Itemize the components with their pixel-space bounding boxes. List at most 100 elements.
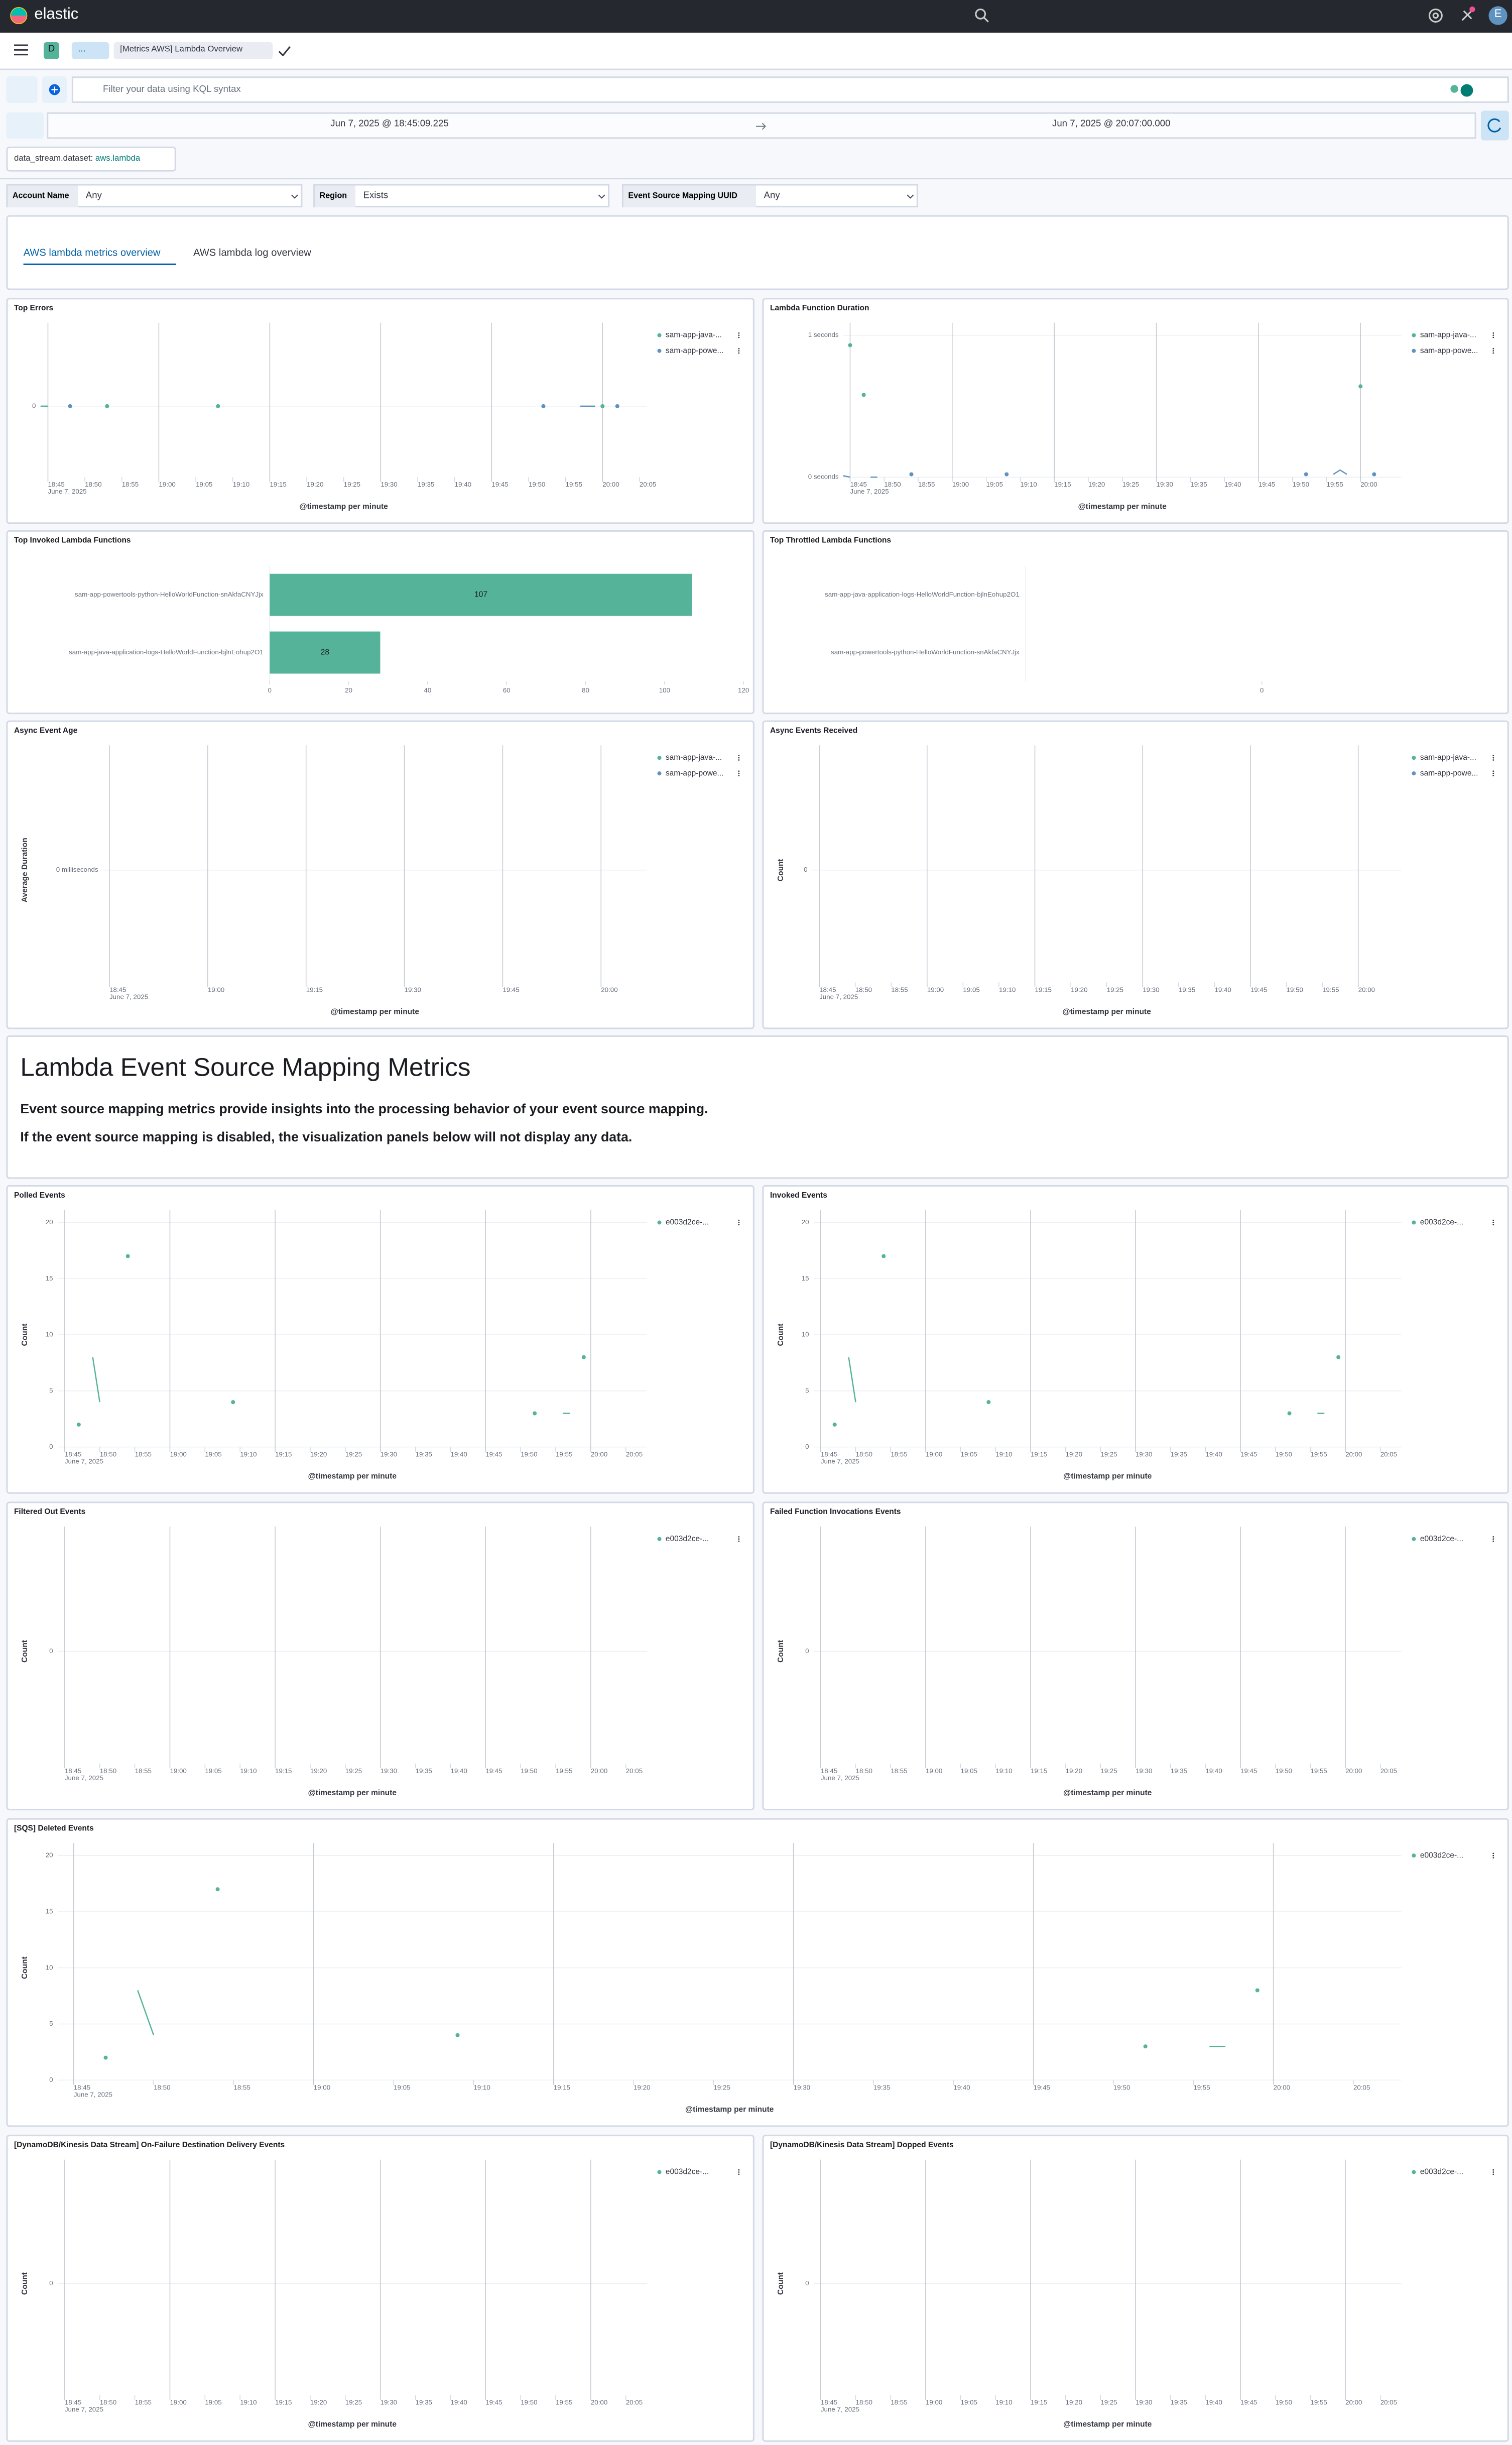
x-tick-label: 19:20 [310,1767,327,1775]
legend-swatch [657,2170,662,2174]
filter-pill[interactable]: data_stream.dataset: aws.lambda [6,146,176,172]
x-tick-label: 19:45 [502,986,519,993]
legend-swatch [1412,771,1416,776]
data-point [1004,472,1009,477]
data-point [909,472,914,477]
tab-active[interactable]: AWS lambda metrics overview [23,248,161,259]
data-point [105,404,109,408]
x-tick-label: 19:05 [196,481,212,488]
assistant-icons[interactable] [1448,83,1476,98]
start-date[interactable]: Jun 7, 2025 @ 18:45:09.225 [330,120,449,130]
y-axis-title: Average Duration [21,838,29,902]
x-tick-label: 19:40 [1205,2399,1222,2406]
end-date[interactable]: Jun 7, 2025 @ 20:07:00.000 [1052,120,1171,130]
legend-label: e003d2ce-... [666,1535,709,1543]
tab-underline [23,263,176,265]
chart-title: Lambda Function Duration [770,304,869,314]
chart: 0 sam-app-java-application-logs-HelloWorl… [825,566,1264,694]
x-tick-label: 19:20 [1088,481,1105,488]
x-axis-title: @timestamp per minute [331,1007,420,1016]
data-point [615,404,619,408]
control[interactable]: Account Name Any [6,184,303,207]
news-icon[interactable] [1459,6,1476,23]
refresh-icon [1487,118,1501,133]
x-tick-label: 19:35 [1179,986,1195,993]
chevron-path [598,194,605,199]
legend-menu-dot [738,334,740,336]
chart-panel: 0 18:45 18:50 18:55 19:00 19:05 19:10 19:15 19:2… [6,1501,754,1811]
x-tick-label: 19:45 [491,481,508,488]
menu-icon[interactable] [14,44,28,56]
filter-button[interactable] [6,76,38,103]
x-tick-label: 18:55 [891,986,908,993]
x-tick-label: 19:30 [1136,1767,1152,1775]
x-tick-label: 19:25 [345,1451,362,1458]
y-tick-label: 0 milliseconds [56,866,98,873]
y-tick-label: 0 [49,2076,53,2083]
add-filter-button[interactable] [42,76,67,103]
x-tick-label: 19:40 [953,2083,970,2091]
x-axis-title: @timestamp per minute [1078,502,1167,511]
chart-panel: 0 5 10 15 20 18:45 18:50 18:55 19:00 19:05 19:10 19… [6,1818,1509,2127]
y-tick-label: 15 [46,1908,53,1915]
x-tick-label: 19:20 [310,1451,327,1458]
chart: 0 5 10 15 20 18:45 18:50 18:55 19:00 19:05 19:10 19… [21,1843,1494,2114]
x-tick-label: 19:35 [1171,1767,1187,1775]
breadcrumb-ellipsis[interactable]: ... [71,42,109,59]
x-tick-label: 19:40 [455,481,471,488]
x-tick-label: 18:45 [821,1767,837,1775]
data-point [103,2055,108,2060]
x-tick-label: 18:55 [891,2399,907,2406]
x-tick-label: 19:00 [170,1767,186,1775]
legend-menu-dot [1492,2169,1494,2171]
y-tick-label: 0 [32,402,36,409]
x-tick-label: 19:25 [344,481,360,488]
x-tick-label: 19:30 [381,481,397,488]
x-tick-label: 19:05 [205,1451,221,1458]
control[interactable]: Region Exists [313,184,610,207]
control[interactable]: Event Source Mapping UUID Any [621,184,918,207]
legend-label: sam-app-java-... [1420,331,1476,339]
legend-menu-dot [1492,332,1494,334]
x-sublabel: June 7, 2025 [65,2406,103,2413]
section-paragraph: If the event source mapping is disabled,… [20,1129,633,1145]
query-input[interactable]: Filter your data using KQL syntax [71,76,1509,103]
legend-menu-dot [738,1222,740,1223]
legend-menu-dot [1492,1536,1494,1538]
x-tick-label: 19:50 [529,481,545,488]
data-point [216,404,220,408]
data-point [231,1400,235,1405]
legend-menu-dot [1492,334,1494,336]
chart-title: [DynamoDB/Kinesis Data Stream] Dopped Ev… [770,2141,954,2151]
tab[interactable]: AWS lambda log overview [193,248,311,259]
control-label: Event Source Mapping UUID [623,185,757,207]
logo-text: elastic [34,6,79,24]
chevron-path [907,194,914,199]
x-tick-label: 19:05 [961,1451,977,1458]
legend-menu-dot [1492,1224,1494,1226]
chart-title: Top Invoked Lambda Functions [14,536,131,546]
space-badge[interactable]: D [43,42,59,59]
refresh-button[interactable] [1480,110,1509,141]
chart: 0 20 40 60 80 100 120 sam-app-powertools-python… [69,566,749,694]
date-range[interactable]: Jun 7, 2025 @ 18:45:09.225 Jun 7, 2025 @… [47,112,1476,139]
x-tick-label: 19:45 [1258,481,1275,488]
avatar[interactable]: E [1488,6,1507,25]
date-quick-menu[interactable] [6,112,44,139]
arrow-icon [756,123,766,130]
x-tick-label: 19:15 [275,2399,292,2406]
y-tick-label: 0 [805,1647,809,1655]
x-axis-title: @timestamp per minute [300,502,389,511]
legend-menu-dot [738,2169,740,2171]
search-icon[interactable] [974,8,990,24]
data-point [1372,472,1376,477]
chart-title: Async Event Age [14,727,78,736]
x-tick-label: 20:00 [602,481,619,488]
help-icon[interactable] [1428,8,1443,24]
x-tick-label: 18:55 [891,1451,907,1458]
breadcrumb[interactable]: [Metrics AWS] Lambda Overview [113,42,273,59]
legend-label: e003d2ce-... [1420,1851,1463,1859]
legend-menu-dot [1492,1540,1494,1542]
x-tick-label: 120 [738,686,749,694]
x-tick-label: 19:55 [556,2399,572,2406]
